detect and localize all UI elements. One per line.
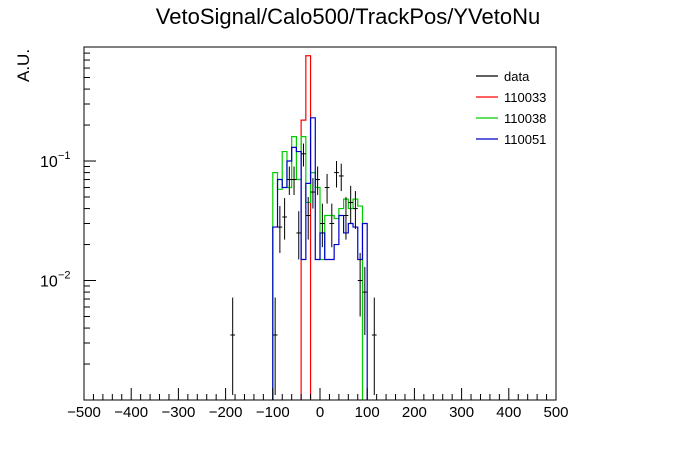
- x-tick-label: 300: [449, 404, 474, 421]
- data-point: [286, 166, 292, 195]
- legend: data 110033 110038 110051: [476, 69, 546, 147]
- x-tick-label: −500: [67, 404, 101, 421]
- data-point: [320, 203, 325, 248]
- legend-entry-110038: 110038: [476, 111, 546, 126]
- legend-label: 110051: [504, 132, 546, 147]
- data-point: [305, 196, 311, 240]
- x-tick-label: 0: [316, 404, 324, 421]
- y-tick-mantissa: 10: [40, 274, 58, 291]
- data-point: [277, 206, 283, 253]
- x-tick-label: 100: [355, 404, 380, 421]
- legend-entry-110051: 110051: [476, 132, 546, 147]
- data-point: [357, 252, 363, 317]
- legend-label: 110033: [504, 90, 546, 105]
- plot-series-layer: [230, 55, 377, 400]
- y-tick-exponent: −1: [58, 150, 71, 162]
- x-tick-label: 200: [402, 404, 427, 421]
- data-point: [324, 173, 330, 204]
- data-point: [272, 297, 278, 396]
- data-point: [329, 203, 335, 248]
- data-point: [291, 166, 297, 195]
- data-point: [371, 297, 377, 396]
- data-point: [353, 191, 358, 229]
- data-point: [343, 196, 349, 240]
- data-point: [334, 161, 339, 188]
- data-point: [315, 166, 320, 195]
- data-point: [338, 163, 344, 192]
- x-tick-label: −100: [256, 404, 290, 421]
- y-tick-label: 10 −2: [40, 270, 71, 291]
- y-tick-exponent: −2: [58, 270, 71, 282]
- y-tick-label: 10 −1: [40, 150, 71, 171]
- data-point: [301, 143, 306, 167]
- data-point: [348, 185, 354, 224]
- data-point: [362, 266, 368, 335]
- x-tick-label: −400: [114, 404, 148, 421]
- x-tick-label: −200: [209, 404, 243, 421]
- legend-label: 110038: [504, 111, 546, 126]
- hist-series-110051: [272, 117, 368, 400]
- x-tick-label: 400: [496, 404, 521, 421]
- data-point: [282, 198, 287, 240]
- legend-entry-110033: 110033: [476, 90, 546, 105]
- x-tick-label: 500: [543, 404, 568, 421]
- legend-label: data: [504, 69, 530, 84]
- chart-title: VetoSignal/Calo500/TrackPos/YVetoNu: [155, 4, 541, 29]
- y-tick-mantissa: 10: [40, 154, 58, 171]
- x-tick-label: −300: [162, 404, 196, 421]
- data-point: [296, 211, 302, 260]
- data-point: [310, 178, 316, 209]
- legend-entry-data: data: [476, 69, 530, 84]
- data-point: [230, 297, 236, 396]
